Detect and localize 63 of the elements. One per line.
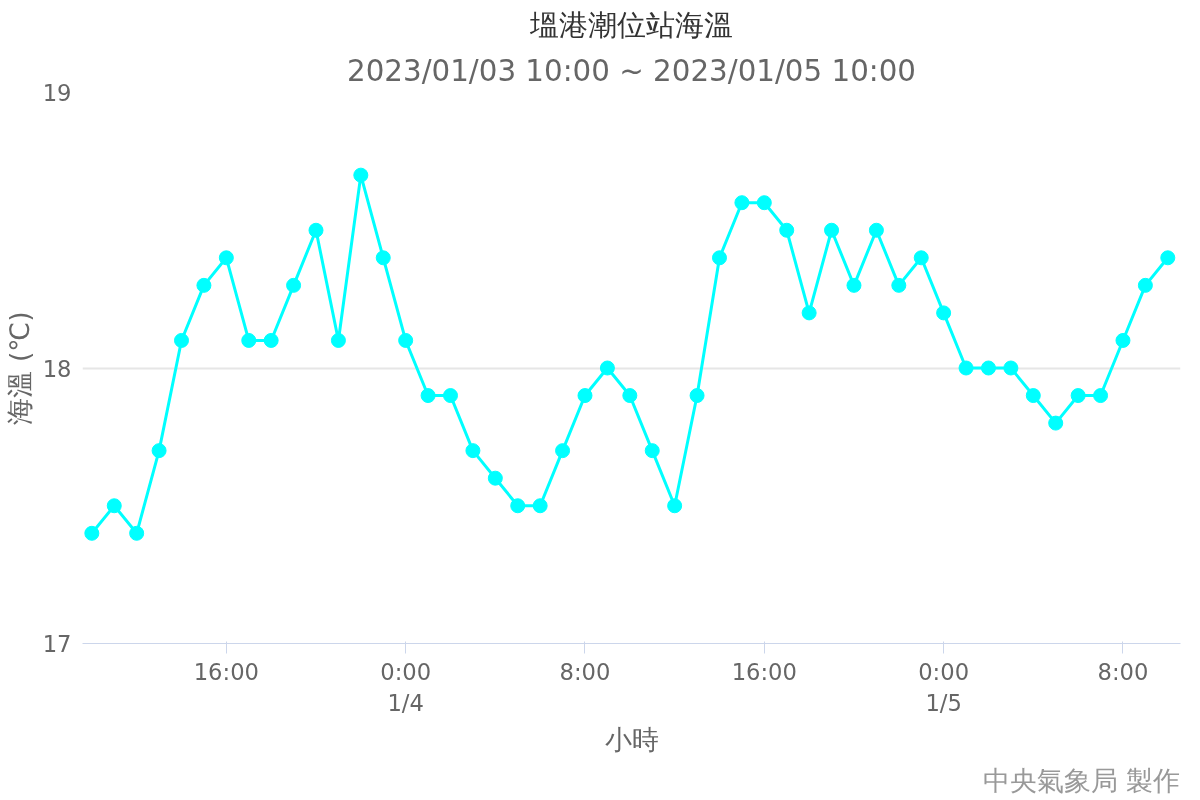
point [487, 470, 503, 486]
point [1115, 332, 1131, 348]
x-tick-label: 8:00 [1097, 658, 1149, 685]
point [106, 498, 122, 514]
point [756, 195, 772, 211]
x-tick-label: 16:00 [731, 658, 797, 685]
point [532, 498, 548, 514]
point [1048, 415, 1064, 431]
y-tick-label: 19 [42, 80, 72, 106]
point [465, 443, 481, 459]
point [824, 222, 840, 238]
x-tick-label: 0:00 1/4 [380, 658, 432, 716]
x-axis-title: 小時 [604, 723, 659, 755]
point [1093, 388, 1109, 404]
text: 中央氣象局 製作 [983, 764, 1181, 796]
point [129, 525, 145, 541]
point [196, 277, 212, 293]
point [667, 498, 683, 514]
point [622, 388, 638, 404]
point [958, 360, 974, 376]
point [555, 443, 571, 459]
point [644, 443, 660, 459]
x-tick-label: 16:00 [193, 658, 259, 685]
point [420, 388, 436, 404]
point [801, 305, 817, 321]
point [891, 277, 907, 293]
point [151, 443, 167, 459]
chart-subtitle: 2023/01/03 10:00 ~ 2023/01/05 10:00 [347, 53, 916, 88]
point [980, 360, 996, 376]
point [1003, 360, 1019, 376]
point [936, 305, 952, 321]
y-axis-title: 海溫 (℃) [3, 311, 35, 425]
point [734, 195, 750, 211]
y-tick-label: 17 [42, 631, 72, 657]
x-tick-label: 0:00 1/5 [918, 658, 970, 716]
point [84, 525, 100, 541]
point [375, 250, 391, 266]
point [442, 388, 458, 404]
y-tick-label: 18 [42, 355, 72, 382]
point [1137, 277, 1153, 293]
point [218, 250, 234, 266]
point [241, 332, 257, 348]
point [398, 332, 414, 348]
point [353, 167, 369, 183]
chart-title: 塭港潮位站海溫 [529, 7, 733, 42]
point [846, 277, 862, 293]
point [330, 332, 346, 348]
point [711, 250, 727, 266]
point [1070, 388, 1086, 404]
point [779, 222, 795, 238]
point [286, 277, 302, 293]
point [913, 250, 929, 266]
point [689, 388, 705, 404]
x-tick-label: 8:00 [559, 658, 611, 685]
point [868, 222, 884, 238]
point [1160, 250, 1176, 266]
point [308, 222, 324, 238]
point [174, 332, 189, 348]
point [599, 360, 615, 376]
point [577, 388, 593, 404]
point [1025, 388, 1041, 404]
point [510, 498, 526, 514]
point [263, 332, 279, 348]
